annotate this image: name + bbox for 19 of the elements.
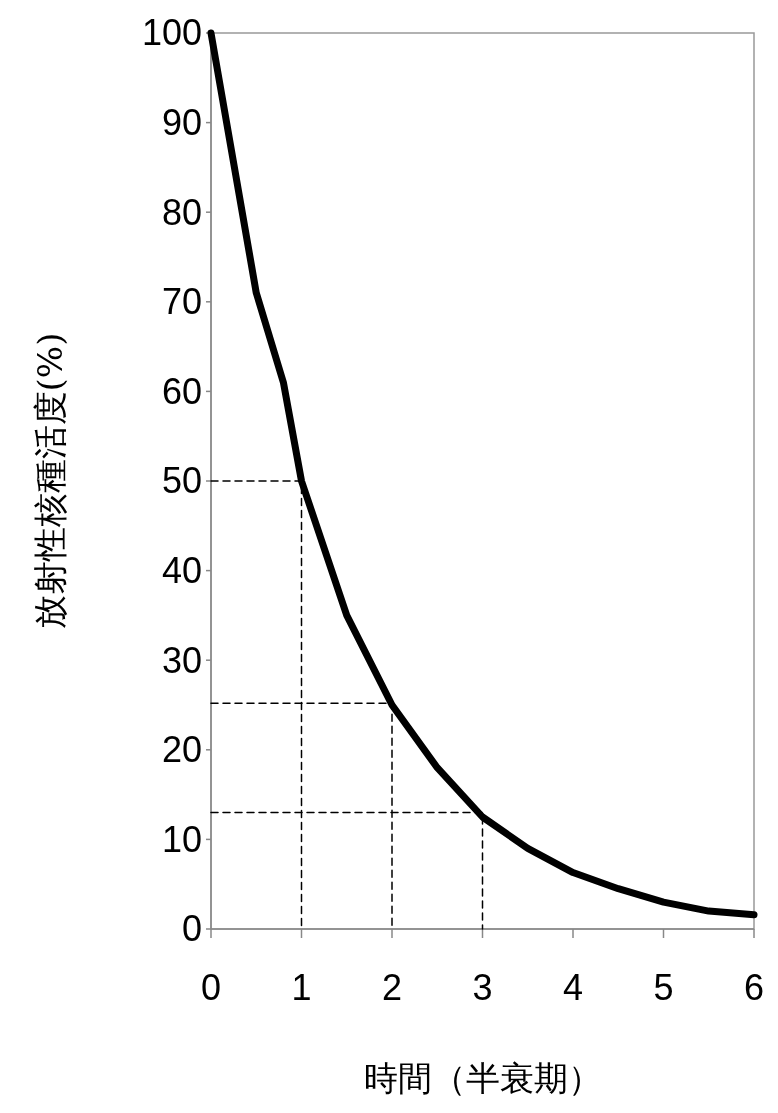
y-tick-label: 60 (161, 370, 202, 412)
y-tick-label: 40 (161, 550, 202, 592)
x-tick-label: 1 (291, 967, 312, 1008)
y-tick-label: 30 (161, 639, 202, 681)
y-tick-label: 50 (161, 460, 202, 502)
y-tick-label: 10 (161, 818, 202, 860)
x-tick-label: 4 (562, 967, 584, 1008)
y-tick-label: 90 (161, 102, 202, 144)
y-tick-label: 70 (161, 281, 202, 323)
x-tick-label: 3 (472, 967, 493, 1008)
x-tick-label: 6 (743, 967, 765, 1008)
y-tick-label: 0 (181, 908, 202, 950)
y-tick-label: 20 (161, 729, 202, 771)
x-tick-label: 2 (381, 967, 403, 1008)
x-tick-label: 5 (653, 967, 674, 1008)
y-tick-label: 100 (141, 12, 202, 54)
y-tick-label: 80 (161, 191, 202, 233)
x-axis-title: 時間（半衰期） (363, 1058, 602, 1098)
y-axis-title: 放射性核種活度(%) (30, 332, 70, 630)
